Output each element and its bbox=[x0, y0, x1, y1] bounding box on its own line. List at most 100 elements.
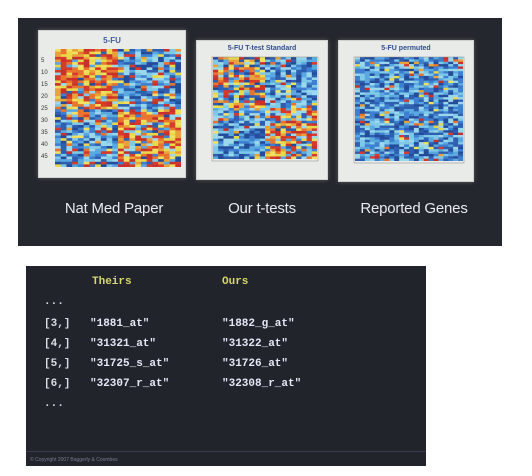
heatmap-cell bbox=[123, 161, 130, 165]
heatmap-cell bbox=[83, 59, 90, 63]
heatmap-cell bbox=[254, 57, 261, 60]
heatmap-cell bbox=[359, 132, 366, 136]
heatmap-cell bbox=[259, 136, 266, 139]
heatmap-cell bbox=[77, 153, 84, 157]
heatmap-cell bbox=[163, 51, 170, 55]
heatmap-cell bbox=[249, 97, 255, 101]
heatmap-cell bbox=[306, 133, 313, 137]
heatmap-cell bbox=[409, 116, 415, 119]
heatmap-cell bbox=[428, 120, 434, 124]
heatmap-cell bbox=[66, 164, 73, 167]
heatmap-cell bbox=[270, 143, 276, 147]
heatmap-cell bbox=[418, 90, 425, 93]
heatmap-cell bbox=[77, 127, 84, 131]
heatmap-cell bbox=[106, 125, 113, 128]
heatmap-cell bbox=[399, 156, 405, 159]
heatmap-cell bbox=[233, 72, 240, 76]
heatmap-cell bbox=[72, 138, 79, 142]
heatmap-cell bbox=[443, 80, 449, 84]
header-theirs: Theirs bbox=[92, 276, 132, 288]
heatmap-cell bbox=[409, 87, 415, 91]
heatmap-cell bbox=[100, 135, 107, 139]
heatmap-cell bbox=[100, 153, 107, 157]
heatmap-cell bbox=[265, 123, 271, 127]
heatmap-cell bbox=[169, 62, 176, 66]
heatmap-cell bbox=[359, 111, 366, 115]
heatmap-cell bbox=[218, 120, 224, 124]
heatmap-cell bbox=[129, 159, 136, 163]
heatmap-cell bbox=[423, 153, 429, 157]
heatmap-cell bbox=[306, 92, 313, 96]
heatmap-cell bbox=[265, 57, 271, 60]
heatmap-cell bbox=[118, 119, 125, 123]
heatmap-cell bbox=[423, 135, 429, 138]
heatmap-cell bbox=[423, 113, 429, 117]
heatmap-cell bbox=[152, 62, 159, 66]
heatmap-cell bbox=[428, 80, 434, 84]
heatmap-cell bbox=[112, 130, 119, 134]
heatmap-cell bbox=[311, 74, 317, 78]
heatmap-cell bbox=[453, 109, 459, 112]
heatmap-cell bbox=[95, 77, 102, 81]
heatmap-cell bbox=[369, 116, 375, 119]
heatmap-cell bbox=[291, 57, 297, 60]
heatmap-cell bbox=[296, 143, 302, 147]
heatmap-cell bbox=[355, 106, 361, 110]
heatmap-cell bbox=[280, 69, 287, 73]
heatmap-cell bbox=[55, 83, 62, 87]
heatmap-cell bbox=[77, 159, 84, 163]
heatmap-cell bbox=[140, 159, 147, 163]
heatmap-cell bbox=[66, 138, 73, 142]
heatmap-cell bbox=[423, 149, 429, 152]
heatmap-cell bbox=[399, 123, 405, 126]
heatmap-cell bbox=[369, 139, 375, 143]
heatmap-cell bbox=[77, 164, 84, 167]
heatmap-cell bbox=[100, 161, 107, 165]
heatmap-cell bbox=[77, 85, 84, 89]
heatmap-cell bbox=[389, 57, 395, 60]
heatmap-cell bbox=[409, 83, 415, 86]
heatmap-cell bbox=[218, 123, 224, 127]
heatmap-cell bbox=[399, 113, 405, 117]
heatmap-cell bbox=[72, 151, 79, 155]
heatmap-cell bbox=[296, 69, 302, 73]
heatmap-cell bbox=[448, 71, 454, 74]
heatmap-cell bbox=[233, 128, 240, 132]
heatmap-cell bbox=[72, 54, 79, 58]
heatmap-cell bbox=[275, 153, 281, 157]
heatmap-cell bbox=[438, 156, 444, 159]
heatmap-cell bbox=[95, 56, 102, 60]
heatmap-cell bbox=[228, 74, 235, 78]
heatmap-cell bbox=[123, 69, 130, 73]
heatmap-cell bbox=[175, 96, 181, 100]
heatmap-cell bbox=[254, 108, 261, 111]
heatmap-cell bbox=[213, 79, 219, 83]
heatmap-cell bbox=[129, 106, 136, 110]
heatmap-cell bbox=[301, 151, 307, 155]
heatmap-cell bbox=[443, 85, 449, 89]
heatmap-cell bbox=[280, 148, 287, 152]
heatmap-cell bbox=[95, 135, 102, 139]
heatmap-cell bbox=[140, 156, 147, 160]
heatmap-cell bbox=[359, 123, 366, 126]
heatmap-cell bbox=[399, 135, 405, 138]
heatmap-cell bbox=[374, 149, 380, 152]
heatmap-cell bbox=[100, 51, 107, 55]
heatmap-cell bbox=[399, 87, 405, 91]
heatmap-cell bbox=[443, 123, 449, 126]
heatmap-cell bbox=[404, 142, 410, 145]
heatmap-cell bbox=[389, 123, 395, 126]
heatmap-cell bbox=[95, 62, 102, 66]
heatmap-cell bbox=[175, 72, 181, 76]
heatmap-cell bbox=[296, 153, 302, 157]
heatmap-cell bbox=[223, 100, 229, 104]
heatmap-cell bbox=[285, 62, 292, 65]
heatmap-cell bbox=[146, 98, 153, 102]
heatmap-cell bbox=[453, 73, 459, 77]
heatmap-cell bbox=[146, 140, 153, 144]
heatmap-cell bbox=[265, 59, 271, 63]
heatmap-cell bbox=[77, 122, 84, 126]
heatmap-cell bbox=[163, 49, 170, 52]
heatmap-cell bbox=[89, 75, 96, 79]
heatmap-cell bbox=[291, 156, 297, 159]
